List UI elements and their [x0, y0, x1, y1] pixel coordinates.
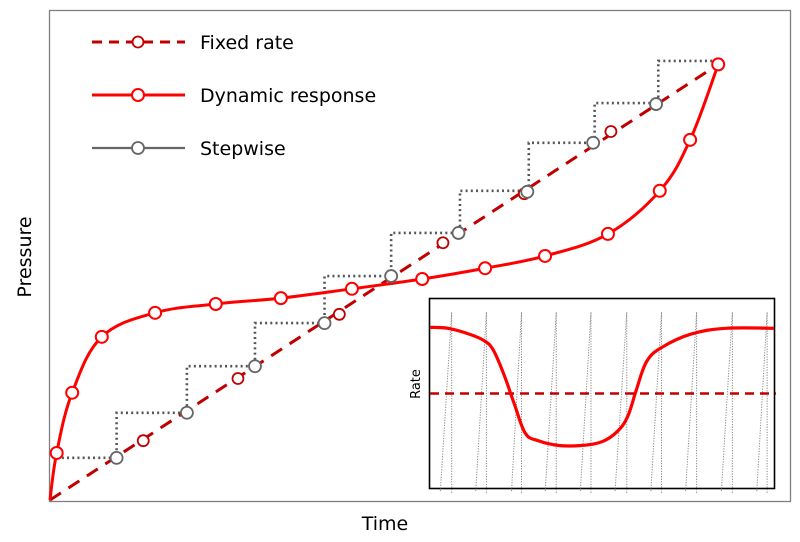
- legend-label-dynamic-response: Dynamic response: [200, 85, 376, 107]
- dynamic-response-marker: [273, 291, 288, 306]
- stepwise-marker: [317, 316, 332, 331]
- stepwise-marker: [179, 405, 194, 420]
- dynamic-response-marker: [538, 248, 553, 263]
- dynamic-response-marker: [94, 329, 109, 344]
- inset-dynamic-response-line: [429, 325, 775, 448]
- legend: Fixed rate Dynamic response Stepwise: [92, 32, 376, 160]
- legend-label-stepwise: Stepwise: [200, 138, 286, 160]
- fixed-rate-marker: [604, 125, 618, 138]
- legend-marker-dynamic-response: [131, 88, 145, 102]
- inset-stepwise-rise: [439, 312, 453, 492]
- inset-stepwise-rise: [579, 312, 592, 492]
- inset-stepwise-rise: [756, 312, 768, 492]
- legend-item-dynamic-response: Dynamic response: [92, 85, 376, 107]
- inset-chart: Rate: [409, 297, 776, 493]
- dynamic-response-marker: [148, 305, 163, 320]
- legend-label-fixed-rate: Fixed rate: [200, 32, 294, 54]
- dynamic-response-marker: [65, 385, 80, 400]
- fixed-rate-marker: [436, 236, 450, 250]
- dynamic-response-marker: [415, 272, 430, 287]
- inset-stepwise-rise: [685, 312, 698, 492]
- dynamic-response-marker: [600, 226, 615, 241]
- stepwise-marker: [384, 269, 399, 283]
- fixed-rate-marker: [231, 372, 245, 385]
- stepwise-marker: [520, 184, 535, 199]
- stepwise-line: [56, 59, 719, 460]
- legend-item-fixed-rate: Fixed rate: [92, 32, 294, 54]
- dynamic-response-marker: [683, 132, 698, 147]
- x-axis-label: Time: [361, 513, 409, 535]
- dynamic-response-marker: [711, 57, 726, 72]
- stepwise-marker: [586, 135, 601, 150]
- fixed-rate-marker: [136, 434, 150, 448]
- inset-stepwise-rise: [650, 312, 663, 492]
- main-series-layer: [48, 57, 726, 502]
- inset-y-axis-label: Rate: [409, 369, 424, 399]
- inset-stepwise-rise: [614, 312, 628, 492]
- dynamic-response-marker: [344, 281, 359, 296]
- stepwise-marker: [451, 226, 466, 240]
- fixed-rate-marker: [332, 307, 346, 321]
- inset-series-layer: [429, 312, 776, 493]
- stepwise-marker: [109, 450, 124, 465]
- inset-stepwise-rise: [511, 312, 523, 492]
- stepwise-marker: [248, 359, 262, 374]
- legend-item-stepwise: Stepwise: [92, 138, 286, 160]
- dynamic-response-marker: [208, 297, 223, 311]
- dynamic-response-marker: [478, 261, 493, 276]
- dynamic-response-marker: [652, 183, 667, 198]
- inset-stepwise-rise: [720, 312, 733, 492]
- legend-marker-stepwise: [131, 141, 145, 155]
- stepwise-marker: [649, 97, 663, 111]
- dynamic-response-marker: [49, 445, 64, 460]
- inset-stepwise-rise: [544, 312, 557, 492]
- legend-marker-fixed-rate: [131, 35, 145, 49]
- fixed-rate-line: [49, 63, 720, 502]
- y-axis-label: Pressure: [14, 216, 36, 297]
